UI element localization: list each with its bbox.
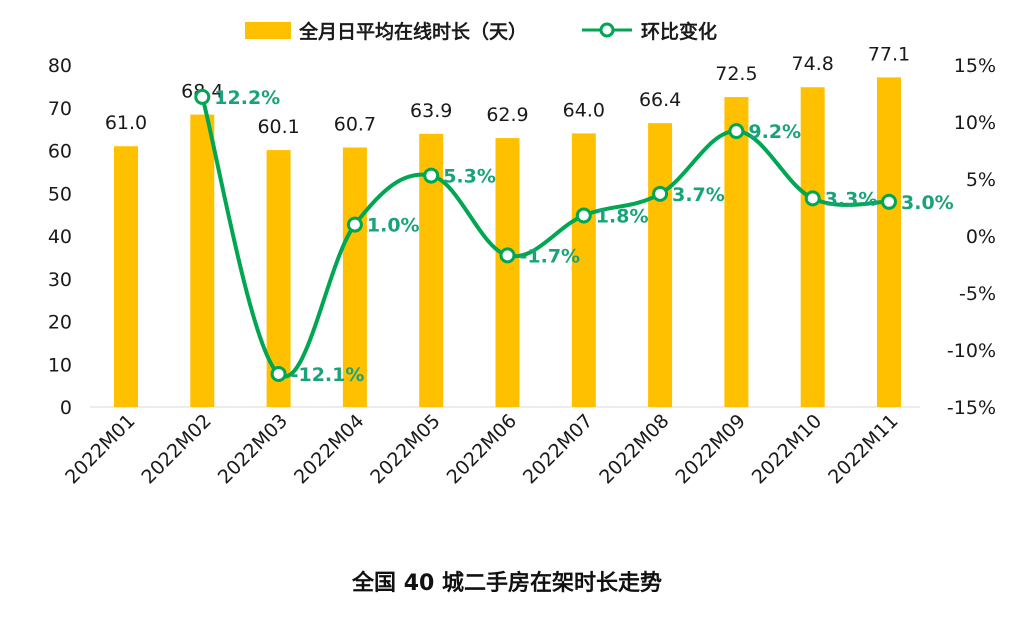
bar-value-label: 60.1	[257, 116, 299, 138]
bar-value-label: 66.4	[639, 89, 681, 111]
right-axis: -15% -10% -5% 0% 5% 10% 15%	[947, 55, 996, 419]
line-value-label: 1.0%	[367, 215, 420, 237]
x-tick-label: 2022M01	[61, 410, 139, 488]
x-axis-labels: 2022M012022M022022M032022M042022M052022M…	[61, 410, 902, 488]
bar	[190, 114, 215, 407]
bar	[877, 77, 901, 408]
bar	[724, 97, 749, 407]
left-tick-label: 30	[48, 269, 72, 291]
bar-value-label: 72.5	[715, 63, 757, 85]
line-value-label: -1.7%	[520, 245, 581, 267]
bar	[342, 147, 367, 407]
line-value-label: 3.0%	[901, 192, 954, 214]
right-tick-label: -10%	[947, 340, 996, 362]
bar-value-label: 74.8	[792, 53, 834, 75]
x-tick-label: 2022M09	[671, 410, 749, 488]
bar-value-labels: 61.068.460.160.763.962.964.066.472.574.8…	[105, 43, 910, 138]
right-tick-label: 15%	[954, 55, 996, 77]
left-tick-label: 40	[48, 226, 72, 248]
legend: 全月日平均在线时长（天） 环比变化	[245, 20, 717, 43]
legend-line-label: 环比变化	[641, 20, 717, 43]
line-marker	[346, 216, 363, 233]
bar	[648, 123, 673, 407]
legend-bar-swatch	[245, 22, 291, 39]
left-tick-label: 80	[48, 55, 72, 77]
bar	[495, 138, 520, 408]
line-value-label: 9.2%	[748, 121, 801, 143]
x-tick-label: 2022M03	[214, 410, 292, 488]
bar-value-label: 64.0	[563, 99, 605, 121]
line-marker	[423, 167, 440, 184]
right-tick-label: 10%	[954, 112, 996, 134]
legend-line-marker	[599, 22, 615, 38]
line-marker	[270, 365, 287, 382]
x-tick-label: 2022M05	[366, 410, 444, 488]
line-marker	[804, 190, 821, 207]
bar-value-label: 60.7	[334, 114, 376, 136]
left-tick-label: 0	[60, 397, 72, 419]
line-value-label: 1.8%	[596, 205, 649, 227]
line-marker	[575, 207, 592, 224]
bar-value-label: 63.9	[410, 100, 452, 122]
bar	[571, 133, 596, 407]
line-marker	[194, 88, 211, 105]
line-marker	[499, 247, 516, 264]
x-tick-label: 2022M02	[137, 410, 215, 488]
left-tick-label: 10	[48, 354, 72, 376]
line-value-label: -12.1%	[291, 364, 365, 386]
right-tick-label: -15%	[947, 397, 996, 419]
line-value-labels: 12.2% -12.1% 1.0% 5.3% -1.7% 1.8% 3.7% 9.2% 3.3%…	[214, 87, 953, 386]
line-value-label: 12.2%	[214, 87, 280, 109]
x-tick-label: 2022M11	[824, 410, 902, 488]
x-tick-label: 2022M04	[290, 410, 368, 488]
bar	[114, 146, 138, 407]
bar	[800, 87, 825, 407]
left-tick-label: 60	[48, 141, 72, 163]
line-value-label: 5.3%	[443, 166, 496, 188]
line-value-label: 3.7%	[672, 184, 725, 206]
right-tick-label: 0%	[966, 226, 996, 248]
x-tick-label: 2022M06	[443, 410, 521, 488]
line-marker	[652, 185, 669, 202]
line-markers	[194, 88, 897, 382]
x-tick-label: 2022M07	[519, 410, 597, 488]
legend-bar-label: 全月日平均在线时长（天）	[298, 20, 527, 43]
left-tick-label: 50	[48, 183, 72, 205]
line-marker	[728, 123, 745, 140]
line-marker	[881, 193, 897, 210]
left-axis: 0 10 20 30 40 50 60 70 80	[48, 55, 72, 419]
x-tick-label: 2022M08	[595, 410, 673, 488]
bar-value-label: 62.9	[486, 104, 528, 126]
right-tick-label: 5%	[966, 169, 996, 191]
left-tick-label: 70	[48, 98, 72, 120]
bar-value-label: 61.0	[105, 112, 147, 134]
x-tick-label: 2022M10	[748, 410, 826, 488]
line-value-label: 3.3%	[825, 188, 878, 210]
bar-series	[114, 77, 901, 408]
left-tick-label: 20	[48, 312, 72, 334]
right-tick-label: -5%	[959, 283, 996, 305]
bar-value-label: 77.1	[868, 43, 910, 65]
chart-title: 全国 40 城二手房在架时长走势	[351, 570, 662, 596]
